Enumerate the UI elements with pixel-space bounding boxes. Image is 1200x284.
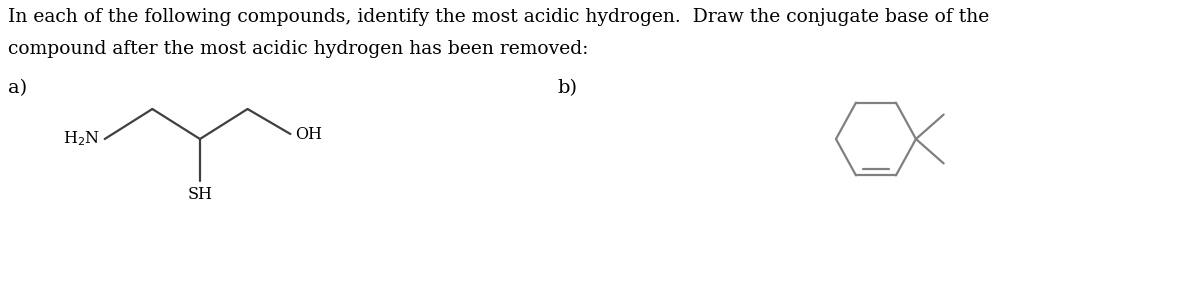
- Text: OH: OH: [295, 126, 322, 143]
- Text: SH: SH: [187, 186, 212, 203]
- Text: compound after the most acidic hydrogen has been removed:: compound after the most acidic hydrogen …: [7, 40, 588, 58]
- Text: H$_2$N: H$_2$N: [62, 130, 100, 148]
- Text: b): b): [557, 79, 577, 97]
- Text: a): a): [7, 79, 26, 97]
- Text: In each of the following compounds, identify the most acidic hydrogen.  Draw the: In each of the following compounds, iden…: [7, 8, 989, 26]
